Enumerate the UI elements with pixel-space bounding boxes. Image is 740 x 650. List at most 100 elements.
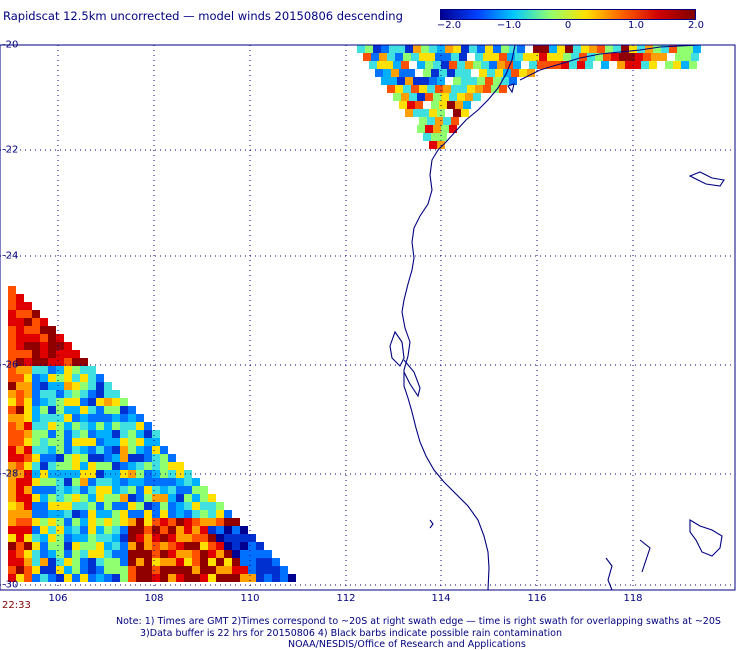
wind-cell [160, 486, 168, 494]
wind-cell [56, 478, 64, 486]
wind-cell [144, 470, 152, 478]
wind-cell [401, 93, 409, 101]
wind-cell [96, 518, 104, 526]
wind-cell [72, 550, 80, 558]
wind-cell [495, 69, 503, 77]
wind-cell [88, 502, 96, 510]
wind-cell [447, 101, 455, 109]
wind-cell [152, 534, 160, 542]
wind-cell [96, 438, 104, 446]
wind-cell [40, 566, 48, 574]
wind-cell [643, 53, 651, 61]
wind-cell [104, 494, 112, 502]
wind-cell [96, 382, 104, 390]
wind-cell [128, 486, 136, 494]
wind-cell [200, 550, 208, 558]
wind-cell [455, 69, 463, 77]
wind-cell [72, 438, 80, 446]
wind-cell [375, 69, 383, 77]
wind-cell [16, 422, 24, 430]
wind-cell [669, 45, 677, 53]
wind-cell [120, 478, 128, 486]
wind-cell [88, 406, 96, 414]
wind-cell [88, 446, 96, 454]
wind-cell [16, 518, 24, 526]
wind-cell [96, 390, 104, 398]
wind-cell [64, 470, 72, 478]
lon-label: 118 [623, 593, 643, 604]
wind-cell [48, 502, 56, 510]
wind-cell [120, 574, 128, 582]
coastline [389, 44, 735, 591]
island-north [507, 83, 515, 94]
wind-cell [120, 438, 128, 446]
wind-cell [104, 574, 112, 582]
lat-label: -28 [2, 468, 19, 480]
wind-cell [120, 494, 128, 502]
wind-cell [264, 574, 272, 582]
wind-cell [112, 462, 120, 470]
wind-cell [200, 566, 208, 574]
wind-cell [8, 526, 16, 534]
wind-cell [425, 93, 433, 101]
wind-cell [184, 486, 192, 494]
wind-cell [387, 53, 395, 61]
wind-cell [24, 350, 32, 358]
wind-cell [256, 542, 264, 550]
wind-cell [16, 390, 24, 398]
wind-cell [8, 374, 16, 382]
wind-cell [16, 302, 24, 310]
wind-cell [389, 45, 397, 53]
wind-cell [24, 318, 32, 326]
wind-swath-southwest [8, 286, 296, 582]
wind-cell [128, 550, 136, 558]
wind-cell [80, 398, 88, 406]
wind-cell [16, 358, 24, 366]
wind-cell [665, 61, 673, 69]
wind-cell [8, 478, 16, 486]
wind-cell [459, 85, 467, 93]
wind-cell [8, 390, 16, 398]
wind-cell [144, 486, 152, 494]
wind-cell [88, 454, 96, 462]
wind-cell [16, 478, 24, 486]
wind-cell [16, 454, 24, 462]
wind-cell [56, 422, 64, 430]
wind-cell [32, 358, 40, 366]
coastline-southeast [689, 519, 723, 557]
wind-cell [56, 342, 64, 350]
wind-cell [72, 462, 80, 470]
wind-cell [8, 406, 16, 414]
wind-cell [8, 438, 16, 446]
wind-cell [32, 342, 40, 350]
wind-cell [48, 526, 56, 534]
wind-cell [160, 502, 168, 510]
wind-cell [32, 310, 40, 318]
wind-cell [184, 534, 192, 542]
wind-cell [80, 414, 88, 422]
wind-cell [369, 61, 377, 69]
wind-cell [48, 574, 56, 582]
wind-cell [589, 45, 597, 53]
wind-cell [72, 406, 80, 414]
wind-cell [381, 45, 389, 53]
wind-cell [40, 406, 48, 414]
wind-cell [120, 526, 128, 534]
wind-cell [8, 326, 16, 334]
wind-cell [523, 53, 531, 61]
wind-cell [8, 294, 16, 302]
wind-cell [256, 558, 264, 566]
wind-cell [56, 350, 64, 358]
wind-cell [429, 141, 437, 149]
wind-cell [56, 398, 64, 406]
wind-cell [96, 494, 104, 502]
wind-cell [104, 446, 112, 454]
wind-cell [577, 61, 585, 69]
wind-cell [96, 454, 104, 462]
wind-cell [152, 526, 160, 534]
wind-cell [96, 574, 104, 582]
wind-cell [449, 61, 457, 69]
wind-cell [80, 422, 88, 430]
wind-cell [451, 117, 459, 125]
wind-cell [48, 454, 56, 462]
